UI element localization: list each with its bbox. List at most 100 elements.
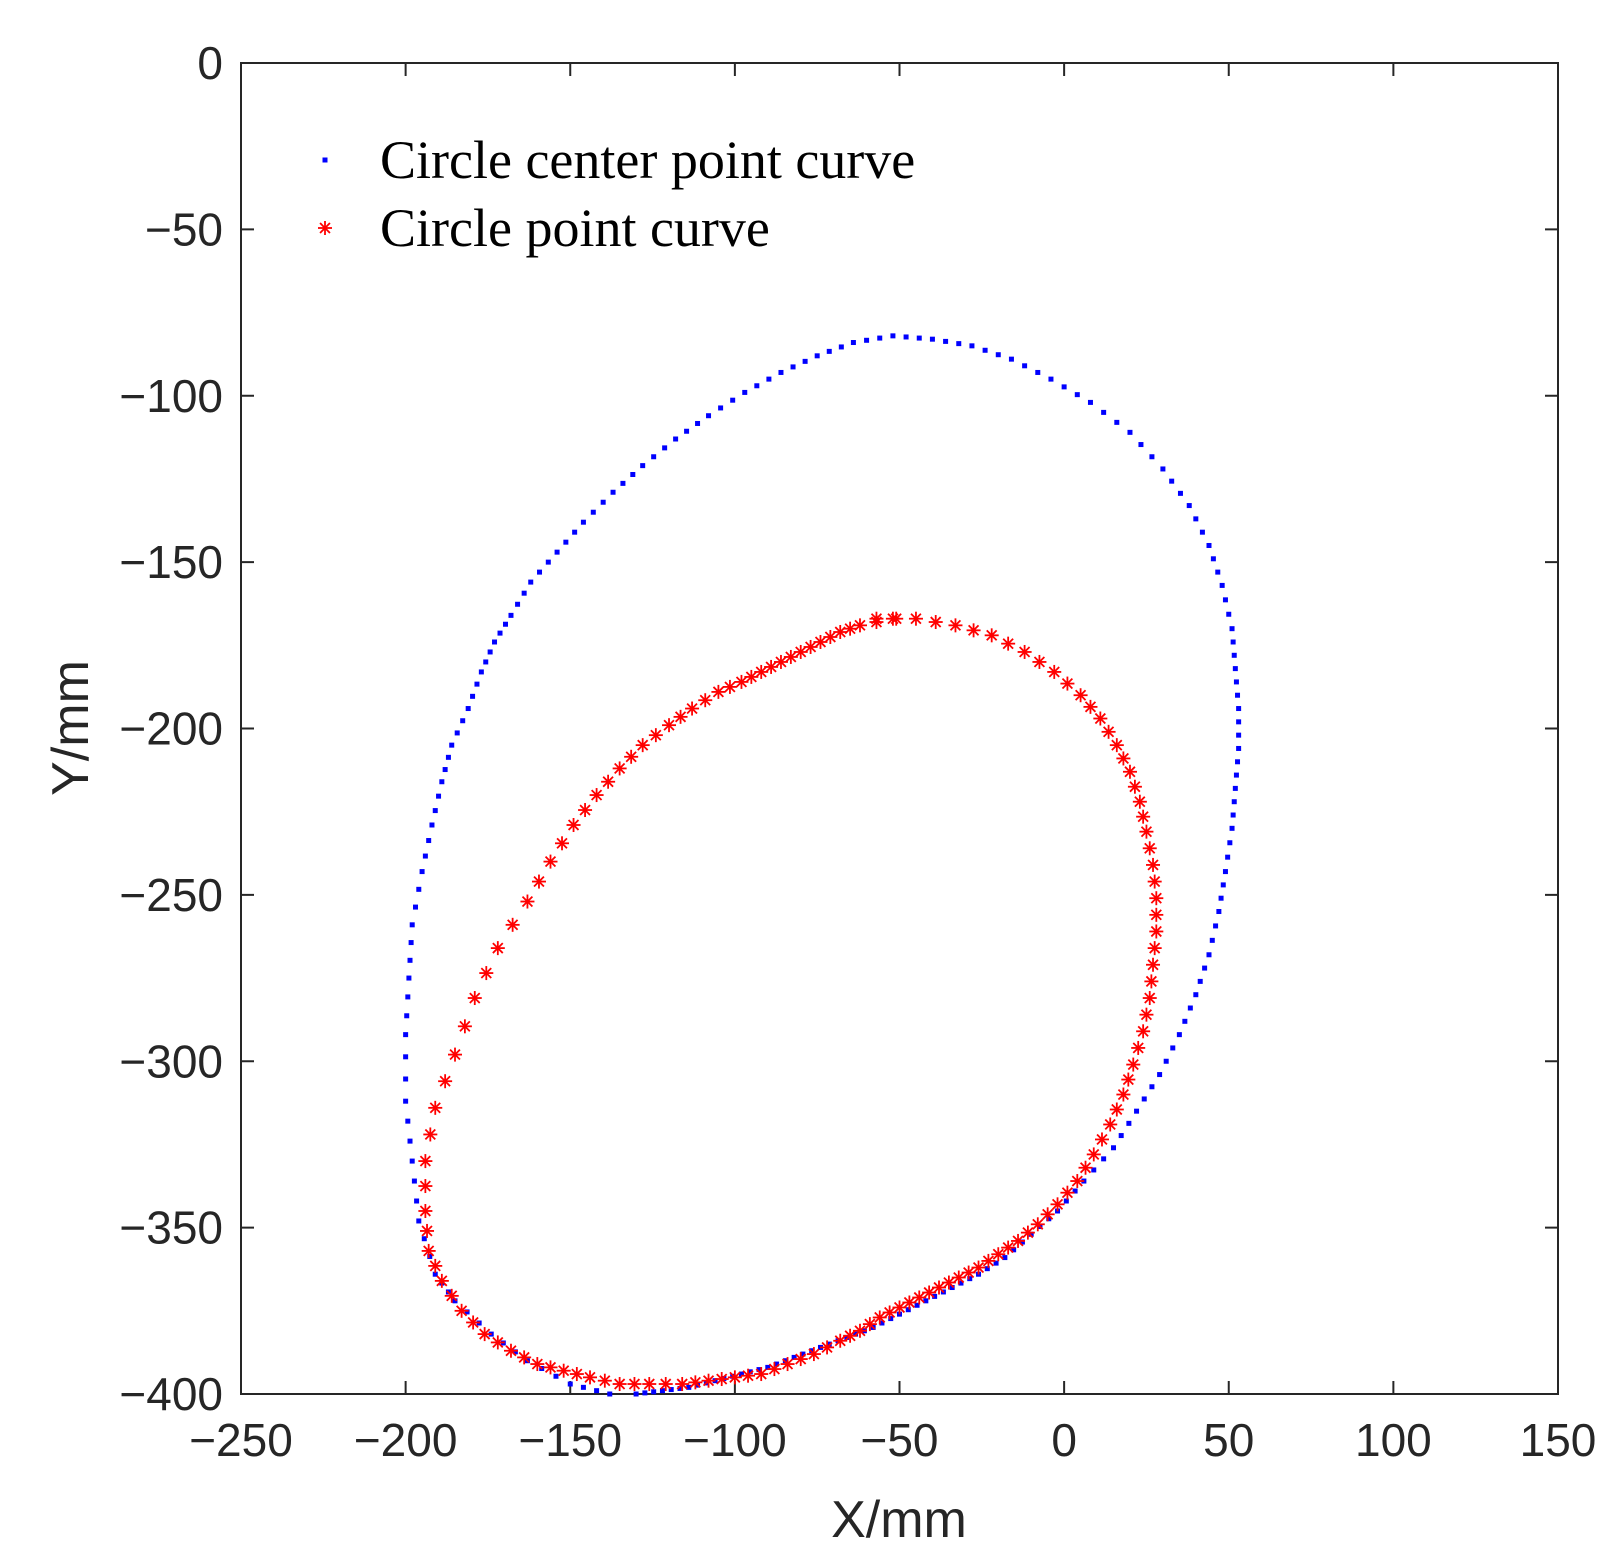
data-point	[1149, 891, 1164, 906]
asterisk-stroke	[1124, 766, 1136, 778]
asterisk-stroke	[874, 1311, 886, 1324]
data-point	[1122, 764, 1137, 779]
asterisk-stroke	[755, 666, 767, 678]
data-point	[448, 1047, 463, 1062]
data-point	[1210, 556, 1216, 562]
data-point	[601, 774, 616, 789]
data-point	[833, 625, 848, 640]
data-point	[780, 1357, 795, 1372]
data-point	[1109, 1102, 1124, 1117]
data-point	[572, 529, 578, 535]
data-point	[553, 1373, 559, 1379]
data-point	[487, 649, 493, 655]
data-point	[1114, 419, 1120, 425]
data-point	[1118, 1133, 1124, 1139]
data-point	[1216, 909, 1222, 915]
asterisk-stroke	[775, 656, 787, 668]
asterisk-stroke	[1147, 959, 1159, 971]
asterisk-stroke	[930, 616, 942, 628]
data-point	[423, 1127, 438, 1142]
asterisk-stroke	[423, 1245, 435, 1257]
data-point	[684, 428, 690, 434]
data-point	[1215, 569, 1221, 575]
data-point	[1170, 1045, 1176, 1051]
asterisk-stroke	[1079, 1162, 1092, 1174]
data-point	[928, 615, 943, 630]
data-point	[457, 1019, 472, 1034]
data-point	[718, 405, 724, 411]
data-point	[426, 838, 432, 844]
data-point	[1063, 1198, 1069, 1204]
data-point	[432, 1271, 438, 1277]
asterisk-stroke	[686, 702, 698, 715]
data-point	[903, 334, 909, 340]
data-point	[741, 1368, 756, 1383]
asterisk-stroke	[676, 1378, 688, 1390]
data-point	[566, 817, 581, 832]
data-point	[515, 601, 521, 607]
asterisk-stroke	[436, 1275, 448, 1287]
asterisk-stroke	[805, 641, 817, 653]
data-point	[1139, 824, 1154, 839]
data-point	[783, 649, 798, 664]
y-tick-label: −200	[119, 703, 223, 755]
asterisk-stroke	[492, 942, 504, 954]
data-point	[449, 742, 455, 748]
asterisk-stroke	[933, 1281, 945, 1294]
data-point	[467, 991, 482, 1006]
asterisk-stroke	[614, 1378, 626, 1390]
data-point	[517, 1350, 532, 1365]
data-point	[465, 706, 471, 712]
data-point	[971, 1260, 986, 1275]
asterisk-stroke	[1149, 875, 1161, 888]
y-axis-ticks: 0 −50 −100 −150 −200 −250 −300 −350 −400	[119, 37, 1558, 1420]
asterisk-stroke	[556, 837, 568, 849]
data-point	[624, 749, 639, 764]
data-point	[563, 539, 569, 545]
data-point	[923, 1298, 929, 1304]
data-point	[408, 940, 414, 946]
data-point	[474, 681, 480, 687]
data-point	[1060, 1185, 1075, 1200]
asterisk-stroke	[1150, 892, 1162, 904]
data-point	[826, 348, 832, 354]
data-point	[711, 684, 726, 699]
asterisk-stroke	[439, 1075, 451, 1087]
data-point	[1206, 542, 1212, 548]
asterisk-stroke	[785, 651, 797, 663]
asterisk-stroke	[1051, 1198, 1064, 1210]
data-point	[958, 1280, 964, 1286]
asterisk-stroke	[702, 1375, 715, 1387]
asterisk-stroke	[628, 1378, 641, 1390]
legend-marker-circle-center	[322, 157, 328, 163]
data-point	[951, 1270, 966, 1285]
data-point	[1011, 1247, 1017, 1253]
asterisk-stroke	[637, 739, 649, 751]
asterisk-stroke	[1111, 1103, 1123, 1116]
asterisk-stroke	[492, 1336, 504, 1349]
asterisk-stroke	[1134, 796, 1146, 808]
asterisk-stroke	[923, 1286, 935, 1299]
data-point	[1222, 869, 1228, 875]
asterisk-stroke	[854, 1325, 866, 1337]
asterisk-stroke	[505, 1345, 517, 1357]
data-point	[466, 1315, 481, 1330]
data-point	[651, 454, 657, 460]
data-point	[642, 1377, 657, 1392]
asterisk-stroke	[712, 686, 724, 698]
data-point	[422, 853, 428, 859]
asterisk-stroke	[1002, 638, 1014, 650]
asterisk-stroke	[650, 729, 662, 741]
data-point	[1229, 825, 1235, 831]
data-point	[432, 808, 438, 814]
asterisk-stroke	[1140, 826, 1153, 838]
data-point	[420, 1223, 435, 1238]
asterisk-stroke	[953, 1271, 965, 1284]
data-point	[607, 1391, 613, 1397]
data-point	[800, 1351, 806, 1357]
data-point	[754, 664, 769, 679]
data-point	[793, 1352, 808, 1367]
data-point	[892, 1300, 907, 1315]
asterisk-stroke	[584, 1371, 596, 1383]
data-point	[497, 630, 503, 636]
